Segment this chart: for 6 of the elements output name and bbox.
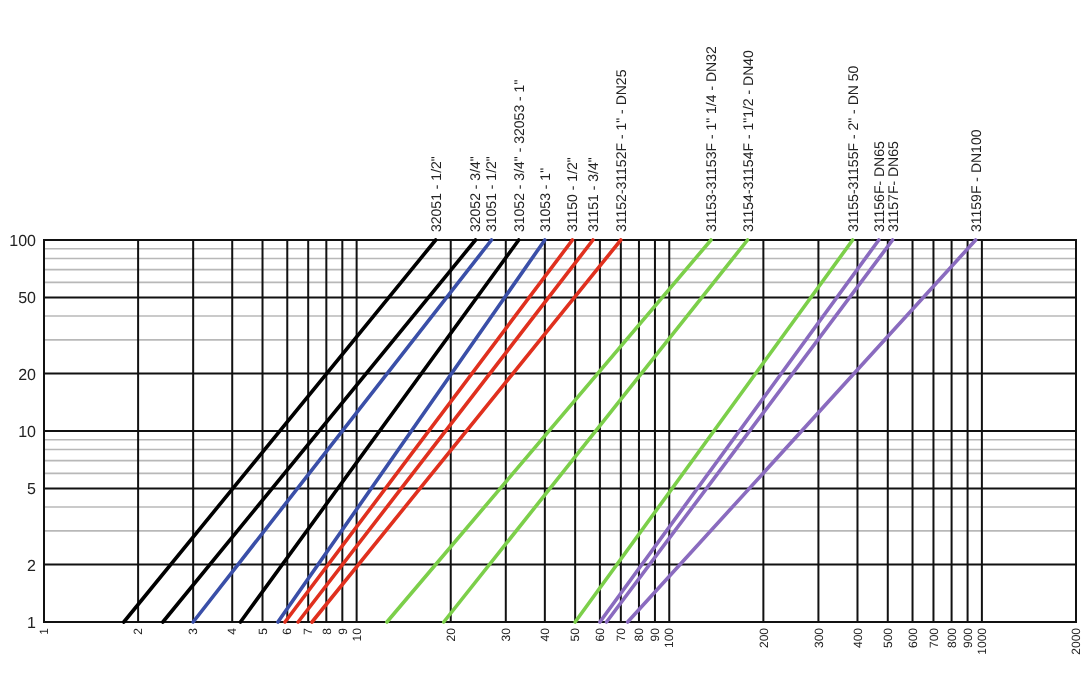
y-tick-label: 50 xyxy=(18,289,38,308)
y-tick-label: 2 xyxy=(27,556,38,575)
y-tick-label: 10 xyxy=(18,423,38,441)
y-tick-label: 100 xyxy=(9,232,38,250)
y-tick-label: 5 xyxy=(27,480,38,499)
y-tick-label: 20 xyxy=(18,365,38,384)
